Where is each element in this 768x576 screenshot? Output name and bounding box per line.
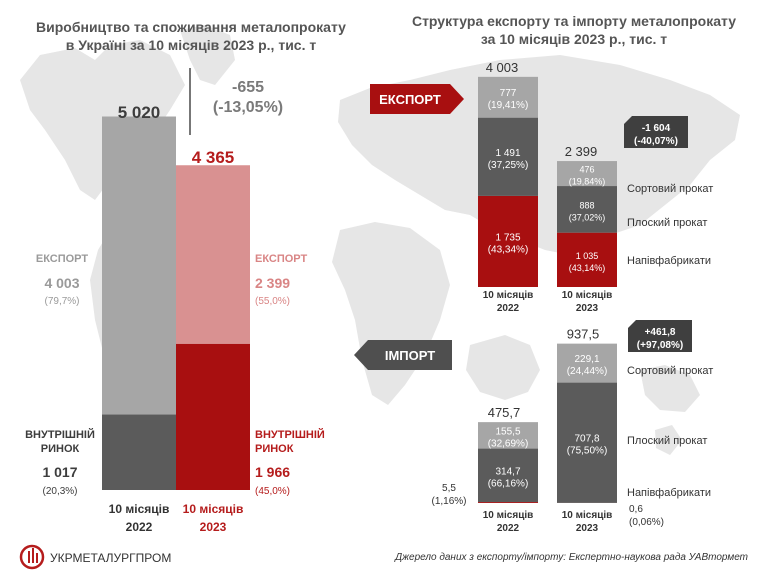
export-arrow-label: ЕКСПОРТ [379,92,441,107]
export-seglabel-2022-2: 777 (19,41%) [488,88,529,111]
logo-text: УКРМЕТАЛУРГПРОМ [50,551,171,565]
export-value-2022: 4 003 [44,275,79,291]
chart2-title: Структура експорту та імпорту металопрок… [412,13,736,47]
logo-bar-3 [36,553,38,563]
domestic-value-2022: 1 017 [42,464,77,480]
export-legend-flat: Плоский прокат [627,217,707,229]
import-semi-label-2022: 5,5 (1,16%) [431,483,466,507]
export-label-2022: ЕКСПОРТ [36,253,89,265]
bar-export-2022 [102,116,176,415]
total-label-2023: 4 365 [192,148,235,167]
import-arrow [354,340,452,370]
category-label-2022: 10 місяців 2022 [109,502,170,534]
import-seglabel-2022-1: 314,7 (66,16%) [488,466,529,489]
export-import-structure-chart: Структура експорту та імпорту металопрок… [354,13,736,534]
export-seglabel-2022-1: 1 491 (37,25%) [488,148,529,171]
export-share-2023: (55,0%) [255,296,290,307]
chart1-title: Виробництво та споживання металопрокату в… [36,19,346,53]
export-seglabel-2022-0: 1 735 (43,34%) [488,232,529,255]
export-seg-2023-0 [557,232,617,287]
export-seglabel-2023-0: 1 035 (43,14%) [569,251,606,273]
import-seg-2022-1 [478,448,538,503]
export-arrow [370,84,464,114]
export-category-2022: 10 місяців 2022 [483,290,534,314]
export-seg-2022-0 [478,195,538,287]
export-share-2022: (79,7%) [44,296,79,307]
domestic-share-2023: (45,0%) [255,486,290,497]
export-legend-long: Сортовий прокат [627,183,713,195]
logo-bar-1 [28,551,30,563]
export-seglabel-2023-2: 476 (19,84%) [569,165,606,187]
production-consumption-chart: Виробництво та споживання металопрокату в… [25,19,346,534]
export-seg-2023-1 [557,186,617,233]
import-seg-2022-2 [478,422,538,449]
export-legend-semi: Напівфабрикати [627,255,711,267]
logo-mark [19,544,45,570]
import-seglabel-2022-2: 155,5 (32,69%) [488,426,529,449]
import-arrow-label: ІМПОРТ [385,348,435,363]
export-total-2023: 2 399 [565,144,598,159]
total-label-2022: 5 020 [118,103,161,122]
import-legend-long: Сортовий прокат [627,365,713,377]
import-legend-semi: Напівфабрикати [627,487,711,499]
export-change-callout [624,116,688,148]
import-seg-2022-0 [478,502,538,503]
export-seglabel-2023-1: 888 (37,02%) [569,200,606,222]
domestic-share-2022: (20,3%) [42,486,77,497]
change-label-production: -655 (-13,05%) [213,79,283,116]
footer: УКРМЕТАЛУРГПРОМ Джерело даних з експорту/… [19,544,748,570]
domestic-label-2023: ВНУТРІШНІЙ РИНОК [255,428,325,455]
domestic-value-2023: 1 966 [255,464,290,480]
import-change-callout [628,320,692,352]
logo-ring [19,544,45,570]
import-seglabel-2023-1: 707,8 (75,50%) [567,434,608,457]
export-total-2022: 4 003 [486,60,519,75]
import-category-2023: 10 місяців 2023 [562,510,613,534]
export-seg-2023-2 [557,161,617,187]
logo-bar-2 [32,548,34,563]
export-value-2023: 2 399 [255,275,290,291]
import-change-callout-label: +461,8 (+97,08%) [637,327,683,351]
import-semi-label-2023: 0,6 (0,06%) [629,504,664,528]
import-seg-2023-1 [557,382,617,503]
category-label-2023: 10 місяців 2023 [183,502,244,534]
export-seg-2022-1 [478,117,538,196]
bar-domestic-2022 [102,414,176,490]
bar-domestic-2023 [176,343,250,490]
import-legend-flat: Плоский прокат [627,435,707,447]
export-category-2023: 10 місяців 2023 [562,290,613,314]
bar-export-2023 [176,165,250,344]
import-category-2022: 10 місяців 2022 [483,510,534,534]
export-seg-2022-2 [478,76,538,118]
source-note: Джерело даних з експорту/імпорту: Експер… [394,552,748,563]
export-label-2023: ЕКСПОРТ [255,253,308,265]
domestic-label-2022: ВНУТРІШНІЙ РИНОК [25,428,95,455]
export-change-callout-label: -1 604 (-40,07%) [634,123,678,147]
import-total-2023: 937,5 [567,327,600,342]
import-seglabel-2023-2: 229,1 (24,44%) [567,354,608,377]
import-total-2022: 475,7 [488,405,521,420]
import-seg-2023-2 [557,343,617,383]
